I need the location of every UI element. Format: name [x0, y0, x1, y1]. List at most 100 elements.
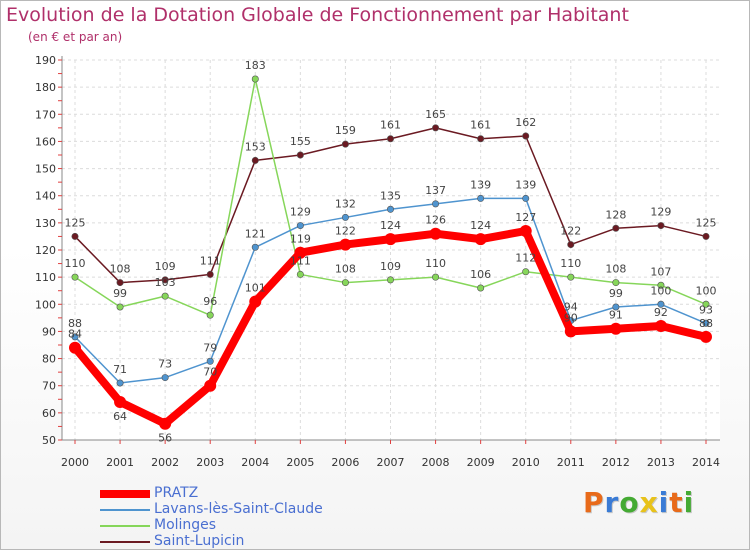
- data-point: [386, 276, 394, 284]
- data-point: [71, 333, 79, 341]
- x-tick-label: 2009: [467, 456, 495, 469]
- data-point: [522, 268, 530, 276]
- data-point: [341, 213, 349, 221]
- data-label: 129: [290, 206, 311, 219]
- data-point: [296, 151, 304, 159]
- data-label: 88: [68, 317, 82, 330]
- data-label: 126: [425, 214, 446, 227]
- data-point: [296, 222, 304, 230]
- proxiti-logo: Proxiti: [583, 486, 695, 519]
- y-tick-label: 170: [35, 108, 56, 121]
- data-label: 137: [425, 184, 446, 197]
- data-point: [71, 232, 79, 240]
- data-point: [477, 284, 485, 292]
- data-label: 155: [290, 135, 311, 148]
- y-tick-label: 70: [42, 380, 56, 393]
- data-point: [432, 124, 440, 132]
- data-label: 122: [335, 225, 356, 238]
- data-point: [296, 270, 304, 278]
- y-tick-label: 60: [42, 407, 56, 420]
- data-label: 121: [245, 227, 266, 240]
- data-label: 91: [609, 309, 623, 322]
- data-point: [384, 233, 397, 246]
- data-label: 88: [699, 317, 713, 330]
- y-tick-label: 90: [42, 325, 56, 338]
- data-label: 119: [290, 233, 311, 246]
- data-point: [116, 303, 124, 311]
- x-tick-label: 2007: [377, 456, 405, 469]
- data-label: 101: [245, 282, 266, 295]
- data-point: [432, 273, 440, 281]
- data-label: 92: [654, 306, 668, 319]
- x-tick-label: 2011: [557, 456, 585, 469]
- x-tick-label: 2012: [602, 456, 630, 469]
- data-label: 99: [113, 287, 127, 300]
- data-label: 71: [113, 363, 127, 376]
- y-tick-label: 100: [35, 298, 56, 311]
- data-point: [251, 243, 259, 251]
- data-label: 108: [335, 263, 356, 276]
- data-point: [432, 200, 440, 208]
- data-point: [341, 140, 349, 148]
- data-label: 90: [564, 311, 578, 324]
- legend-swatch: [100, 490, 150, 498]
- data-label: 93: [699, 303, 713, 316]
- data-label: 110: [560, 257, 581, 270]
- y-tick-label: 180: [35, 81, 56, 94]
- y-tick-label: 80: [42, 353, 56, 366]
- data-point: [339, 238, 352, 251]
- data-point: [294, 246, 307, 259]
- data-point: [429, 227, 442, 240]
- data-label: 127: [515, 211, 536, 224]
- data-point: [204, 379, 217, 392]
- data-point: [206, 357, 214, 365]
- data-point: [519, 225, 532, 237]
- data-label: 110: [65, 257, 86, 270]
- legend-swatch: [100, 541, 150, 543]
- data-point: [161, 292, 169, 300]
- y-tick-label: 160: [35, 135, 56, 148]
- data-point: [657, 300, 665, 308]
- data-label: 94: [564, 301, 578, 314]
- x-tick-label: 2004: [241, 456, 269, 469]
- data-label: 132: [335, 197, 356, 210]
- data-label: 70: [203, 366, 217, 379]
- data-point: [116, 379, 124, 387]
- data-point: [249, 295, 262, 308]
- data-point: [477, 194, 485, 202]
- y-tick-label: 150: [35, 163, 56, 176]
- data-label: 100: [696, 284, 717, 297]
- legend-label: Lavans-lès-Saint-Claude: [154, 501, 323, 517]
- data-label: 64: [113, 410, 127, 423]
- data-label: 73: [158, 358, 172, 371]
- data-label: 183: [245, 59, 266, 72]
- data-point: [654, 320, 667, 332]
- data-label: 100: [650, 284, 671, 297]
- x-tick-label: 2013: [647, 456, 675, 469]
- data-label: 111: [290, 254, 311, 267]
- data-point: [116, 279, 124, 287]
- data-point: [702, 319, 710, 327]
- data-point: [612, 224, 620, 232]
- data-point: [702, 232, 710, 240]
- data-point: [114, 396, 127, 408]
- data-label: 96: [203, 295, 217, 308]
- data-label: 106: [470, 268, 491, 281]
- data-label: 124: [470, 219, 491, 232]
- x-tick-label: 2005: [286, 456, 314, 469]
- data-label: 161: [380, 119, 401, 132]
- data-point: [161, 374, 169, 382]
- data-point: [609, 322, 622, 335]
- x-tick-label: 2002: [151, 456, 179, 469]
- data-label: 162: [515, 116, 536, 129]
- y-tick-label: 50: [42, 434, 56, 447]
- data-label: 112: [515, 252, 536, 265]
- data-point: [69, 341, 81, 354]
- data-point: [702, 300, 710, 308]
- data-label: 56: [158, 432, 172, 445]
- x-tick-label: 2008: [422, 456, 450, 469]
- data-label: 125: [65, 216, 86, 229]
- data-label: 108: [110, 263, 131, 276]
- data-label: 125: [696, 216, 717, 229]
